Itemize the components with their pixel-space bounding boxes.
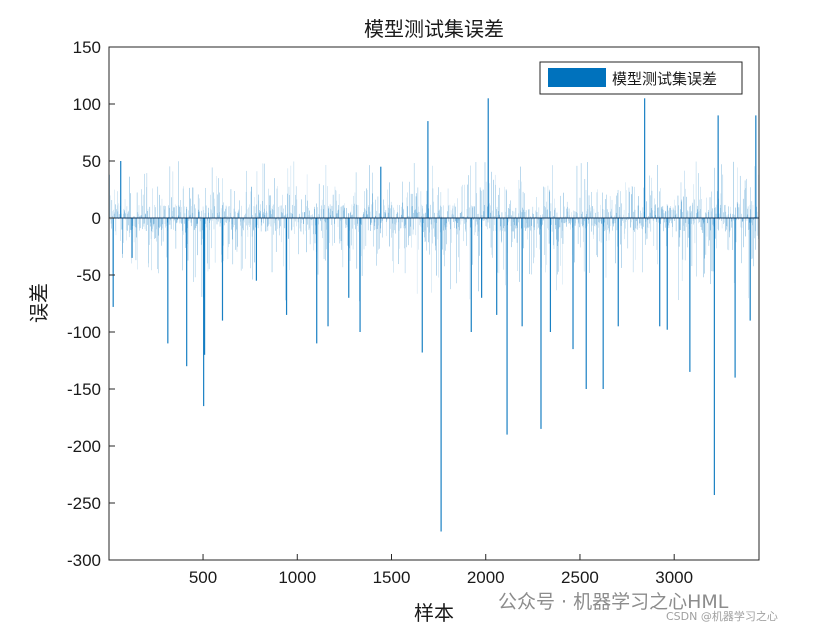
x-tick-label: 500 xyxy=(189,568,217,587)
x-tick-label: 2000 xyxy=(467,568,505,587)
y-tick-label: 0 xyxy=(92,209,101,228)
x-tick-label: 3000 xyxy=(655,568,693,587)
bar xyxy=(602,218,604,389)
bar xyxy=(644,98,646,218)
bar xyxy=(506,218,508,435)
bar xyxy=(427,121,429,218)
bar xyxy=(120,161,122,218)
y-tick-label: -150 xyxy=(67,380,101,399)
error-bars xyxy=(109,98,760,532)
bar xyxy=(112,218,114,307)
y-tick-label: -50 xyxy=(76,266,101,285)
watermark-sub: CSDN @机器学习之心 xyxy=(666,610,778,623)
bar xyxy=(421,218,423,353)
bar xyxy=(521,218,523,327)
y-tick-label: -100 xyxy=(67,323,101,342)
bar xyxy=(572,218,574,350)
bar xyxy=(186,218,188,367)
bar xyxy=(755,115,757,218)
bar xyxy=(316,218,318,344)
y-tick-label: -300 xyxy=(67,551,101,570)
bar xyxy=(221,218,224,321)
plot-area xyxy=(109,47,759,560)
bar xyxy=(285,218,288,315)
x-tick-label: 2500 xyxy=(561,568,599,587)
bar xyxy=(255,218,258,281)
bar xyxy=(470,218,472,332)
bar xyxy=(549,218,552,332)
bar xyxy=(487,98,489,218)
axis-ticks: 500 1000 1500 2000 2500 3000150100500-50-100-… xyxy=(67,38,693,587)
bar xyxy=(717,115,719,218)
bar xyxy=(203,218,206,355)
chart-title: 模型测试集误差 xyxy=(364,17,504,41)
bar xyxy=(734,218,736,378)
legend: 模型测试集误差 xyxy=(539,61,743,95)
bar xyxy=(749,218,751,321)
bar xyxy=(540,218,542,429)
x-axis-label: 样本 xyxy=(414,601,454,625)
bar xyxy=(496,218,498,315)
y-tick-label: 50 xyxy=(82,152,101,171)
x-tick-label: 1500 xyxy=(373,568,411,587)
legend-swatch xyxy=(548,68,606,87)
bar xyxy=(481,218,483,298)
bar xyxy=(689,218,691,372)
x-tick-label: 1000 xyxy=(278,568,316,587)
bar xyxy=(440,218,442,532)
bar xyxy=(666,218,668,330)
y-tick-label: 100 xyxy=(73,95,101,114)
bar xyxy=(617,218,619,327)
y-axis-label: 误差 xyxy=(27,283,51,323)
bar xyxy=(348,218,350,298)
bar xyxy=(327,218,329,327)
bar xyxy=(167,218,169,344)
plot-frame xyxy=(108,46,760,561)
bar xyxy=(380,166,382,218)
y-tick-label: -200 xyxy=(67,437,101,456)
bar xyxy=(131,218,133,258)
y-tick-label: 150 xyxy=(73,38,101,57)
y-tick-label: -250 xyxy=(67,494,101,513)
watermark-main: 公众号 · 机器学习之心HML xyxy=(498,591,729,613)
bar xyxy=(659,218,661,327)
bar xyxy=(585,218,587,389)
legend-entry-label: 模型测试集误差 xyxy=(612,70,717,88)
bar xyxy=(713,218,715,496)
bar xyxy=(359,218,361,332)
bar xyxy=(203,218,205,407)
